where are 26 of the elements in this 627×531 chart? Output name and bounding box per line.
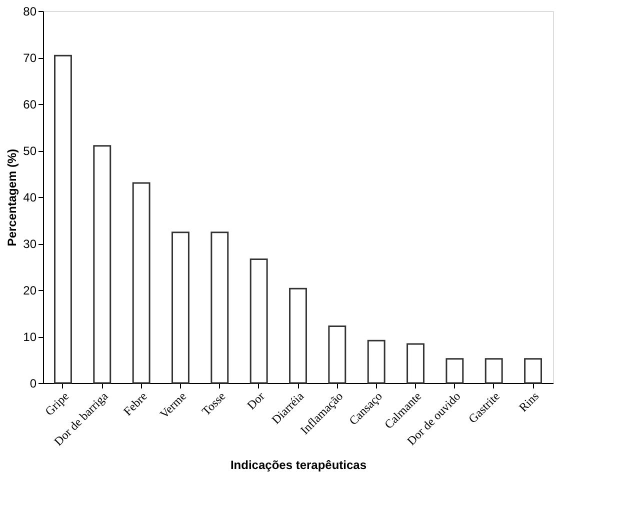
bar xyxy=(446,358,464,384)
bar xyxy=(524,358,542,384)
y-tick-label: 30 xyxy=(23,237,37,251)
y-tick-label: 50 xyxy=(23,144,37,158)
y-tick-label: 10 xyxy=(23,330,37,344)
bar xyxy=(93,145,112,384)
y-tick-label: 60 xyxy=(23,98,37,112)
bar xyxy=(289,288,307,384)
y-tick-label: 80 xyxy=(23,4,37,18)
bar xyxy=(132,182,150,384)
y-axis-title: Percentagem (%) xyxy=(5,148,20,246)
y-tick-label: 0 xyxy=(30,376,37,390)
bar xyxy=(406,343,424,384)
x-tick-label: Rins xyxy=(516,388,542,415)
bar xyxy=(210,232,229,384)
y-tick-label: 40 xyxy=(23,190,37,204)
y-tick-label: 20 xyxy=(23,284,37,298)
bar xyxy=(367,340,386,384)
bar xyxy=(484,358,503,384)
x-tick-label: Dor xyxy=(244,389,268,412)
y-tick-label: 70 xyxy=(23,51,37,65)
bar xyxy=(172,232,190,384)
x-axis-title: Indicações terapêuticas xyxy=(230,458,367,472)
bar xyxy=(250,258,268,384)
bar xyxy=(54,54,72,384)
bar xyxy=(328,326,346,384)
